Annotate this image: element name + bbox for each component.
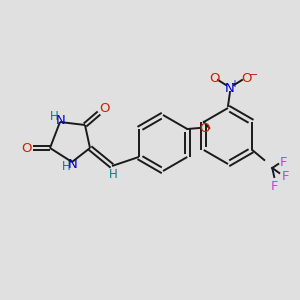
- Text: H: H: [61, 160, 70, 173]
- Text: O: O: [100, 103, 110, 116]
- Text: N: N: [56, 113, 66, 127]
- Text: O: O: [241, 71, 251, 85]
- Text: O: O: [199, 122, 209, 134]
- Text: F: F: [280, 155, 287, 169]
- Text: F: F: [271, 181, 278, 194]
- Text: +: +: [230, 79, 238, 89]
- Text: O: O: [209, 71, 219, 85]
- Text: F: F: [281, 169, 289, 182]
- Text: O: O: [22, 142, 32, 154]
- Text: H: H: [50, 110, 58, 124]
- Text: N: N: [68, 158, 78, 170]
- Text: H: H: [109, 169, 117, 182]
- Text: N: N: [225, 82, 235, 94]
- Text: −: −: [249, 70, 259, 80]
